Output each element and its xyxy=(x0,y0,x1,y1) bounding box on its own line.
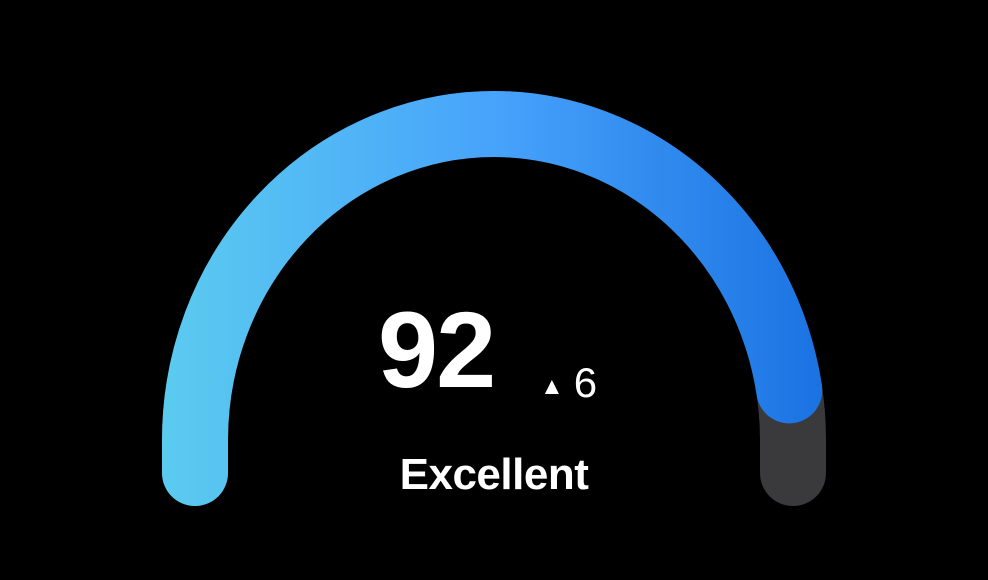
gauge-fill xyxy=(162,91,826,506)
score-delta: ▲ 6 xyxy=(540,362,597,404)
rating-label: Excellent xyxy=(399,450,589,499)
delta-value: 6 xyxy=(573,359,598,406)
score-value: 92 xyxy=(378,289,496,410)
triangle-up-icon: ▲ xyxy=(540,373,564,400)
